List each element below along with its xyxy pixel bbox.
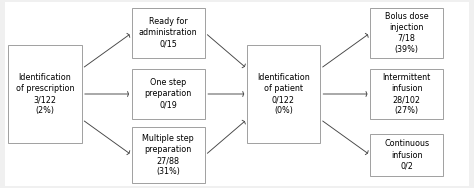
Bar <box>131 69 205 119</box>
Text: Ready for
administration
0/15: Ready for administration 0/15 <box>139 17 198 49</box>
Text: Intermittent
infusion
28/102
(27%): Intermittent infusion 28/102 (27%) <box>383 73 431 115</box>
Bar <box>370 69 444 119</box>
Bar <box>246 45 320 143</box>
Text: Bolus dose
injection
7/18
(39%): Bolus dose injection 7/18 (39%) <box>385 12 428 54</box>
Bar <box>8 45 82 143</box>
Text: Identification
of prescription
3/122
(2%): Identification of prescription 3/122 (2%… <box>16 73 74 115</box>
Bar <box>131 8 205 58</box>
Text: Continuous
infusion
0/2: Continuous infusion 0/2 <box>384 139 429 171</box>
Bar <box>370 8 444 58</box>
Text: Identification
of patient
0/122
(0%): Identification of patient 0/122 (0%) <box>257 73 310 115</box>
Bar <box>131 127 205 183</box>
Text: One step
preparation
0/19: One step preparation 0/19 <box>145 78 192 110</box>
Text: Multiple step
preparation
27/88
(31%): Multiple step preparation 27/88 (31%) <box>142 134 194 176</box>
Bar <box>370 134 444 176</box>
